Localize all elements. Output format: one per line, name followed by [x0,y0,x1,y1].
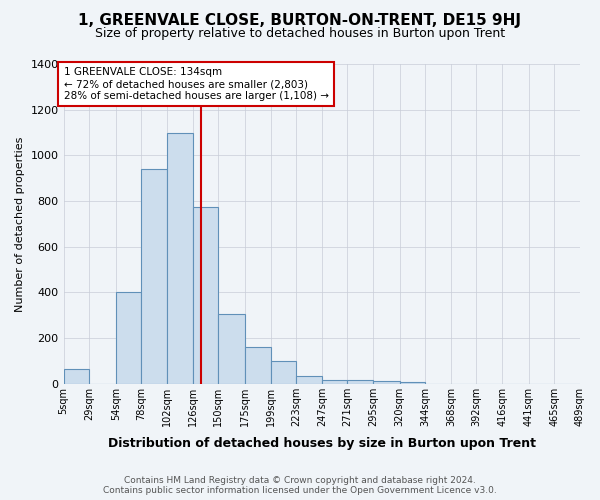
Bar [245,347,271,384]
Text: Contains HM Land Registry data © Crown copyright and database right 2024.
Contai: Contains HM Land Registry data © Crown c… [103,476,497,495]
Text: Size of property relative to detached houses in Burton upon Trent: Size of property relative to detached ho… [95,28,505,40]
Bar [218,314,245,384]
Bar [193,206,218,384]
Bar [373,382,400,384]
Bar [400,382,425,384]
Bar [271,361,296,384]
Bar [347,380,373,384]
Bar [322,380,347,384]
Bar [167,132,193,384]
Bar [296,376,322,384]
Bar [142,169,167,384]
Y-axis label: Number of detached properties: Number of detached properties [15,136,25,312]
Bar [116,292,142,384]
Text: 1, GREENVALE CLOSE, BURTON-ON-TRENT, DE15 9HJ: 1, GREENVALE CLOSE, BURTON-ON-TRENT, DE1… [79,12,521,28]
Text: 1 GREENVALE CLOSE: 134sqm
← 72% of detached houses are smaller (2,803)
28% of se: 1 GREENVALE CLOSE: 134sqm ← 72% of detac… [64,68,329,100]
X-axis label: Distribution of detached houses by size in Burton upon Trent: Distribution of detached houses by size … [108,437,536,450]
Bar [64,369,89,384]
